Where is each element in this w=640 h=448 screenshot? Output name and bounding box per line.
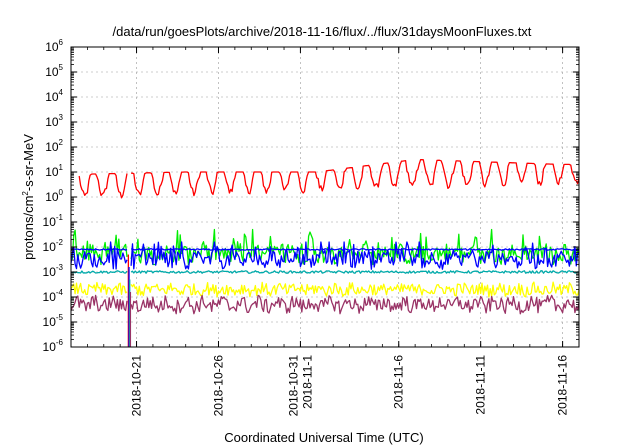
series-line <box>131 248 580 251</box>
series-line <box>70 270 128 274</box>
y-tick-label: 102 <box>45 138 63 154</box>
y-tick-label: 10-1 <box>43 213 64 229</box>
y-tick-exponent: 5 <box>59 63 64 72</box>
y-tick-base: 10 <box>43 240 57 254</box>
y-tick-exponent: 6 <box>59 38 64 47</box>
y-tick-exponent: -2 <box>56 238 64 247</box>
y-tick-base: 10 <box>45 140 59 154</box>
y-tick-label: 106 <box>45 38 63 54</box>
x-axis-title: Coordinated Universal Time (UTC) <box>224 430 423 445</box>
y-tick-label: 10-4 <box>43 288 64 304</box>
series-line <box>78 172 128 199</box>
x-tick-label: 2018-10-31 <box>286 355 300 417</box>
y-tick-label: 104 <box>45 88 63 104</box>
x-tick-label: 2018-10-26 <box>211 355 225 417</box>
y-tick-exponent: 0 <box>59 188 64 197</box>
series-line <box>130 228 580 266</box>
y-tick-label: 100 <box>45 188 63 204</box>
y-tick-label: 101 <box>45 163 63 179</box>
y-tick-base: 10 <box>45 90 59 104</box>
x-tick-labels: 2018-10-21 2018-10-26 2018-10-31 2018-11-1 2… <box>130 355 570 417</box>
y-tick-base: 10 <box>43 215 57 229</box>
y-axis-title-rest: -s-sr-MeV <box>21 134 36 191</box>
y-tick-base: 10 <box>45 165 59 179</box>
x-tick-label: 2018-11-6 <box>392 355 406 409</box>
y-tick-base: 10 <box>45 190 59 204</box>
y-tick-label: 10-2 <box>43 238 64 254</box>
x-tick-label: 2018-10-21 <box>130 355 144 417</box>
y-axis-title-base: protons/cm <box>21 196 36 260</box>
y-tick-exponent: 2 <box>59 138 64 147</box>
chart-title: /data/run/goesPlots/archive/2018-11-16/f… <box>113 24 532 39</box>
y-tick-exponent: 1 <box>59 163 64 172</box>
y-tick-base: 10 <box>43 340 57 354</box>
y-tick-label: 10-5 <box>43 313 64 329</box>
x-tick-label: 2018-11-1 <box>300 355 314 409</box>
series-line <box>131 159 580 197</box>
y-axis-title-sup: 2 <box>21 191 30 196</box>
y-tick-exponent: -6 <box>56 338 64 347</box>
series-line <box>130 241 580 270</box>
series-line <box>70 248 128 251</box>
y-tick-exponent: -3 <box>56 263 64 272</box>
y-tick-label: 105 <box>45 63 63 79</box>
y-tick-exponent: -5 <box>56 313 64 322</box>
axis-ticks <box>71 46 579 348</box>
series-line <box>130 294 580 315</box>
y-tick-exponent: 4 <box>59 88 64 97</box>
y-tick-exponent: -4 <box>56 288 64 297</box>
y-tick-label: 10-6 <box>43 338 64 354</box>
y-axis-title: protons/cm2-s-sr-MeV <box>21 134 36 260</box>
y-tick-exponent: -1 <box>56 213 64 222</box>
grid-lines <box>71 47 579 347</box>
y-tick-base: 10 <box>45 65 59 79</box>
series-line <box>130 270 580 274</box>
y-tick-base: 10 <box>45 40 59 54</box>
y-tick-exponent: 3 <box>59 113 64 122</box>
series-line <box>70 294 128 312</box>
series-line <box>70 281 128 296</box>
y-tick-base: 10 <box>43 265 57 279</box>
y-tick-base: 10 <box>43 315 57 329</box>
x-tick-label: 2018-11-16 <box>556 355 570 416</box>
y-tick-labels: 10610510410310210110010-110-210-310-410-… <box>43 38 64 354</box>
series-line <box>130 281 580 298</box>
x-tick-label: 2018-11-11 <box>474 355 488 415</box>
y-tick-base: 10 <box>45 115 59 129</box>
y-tick-label: 10-3 <box>43 263 64 279</box>
y-tick-label: 103 <box>45 113 63 129</box>
data-series <box>70 159 580 347</box>
y-tick-base: 10 <box>43 290 57 304</box>
